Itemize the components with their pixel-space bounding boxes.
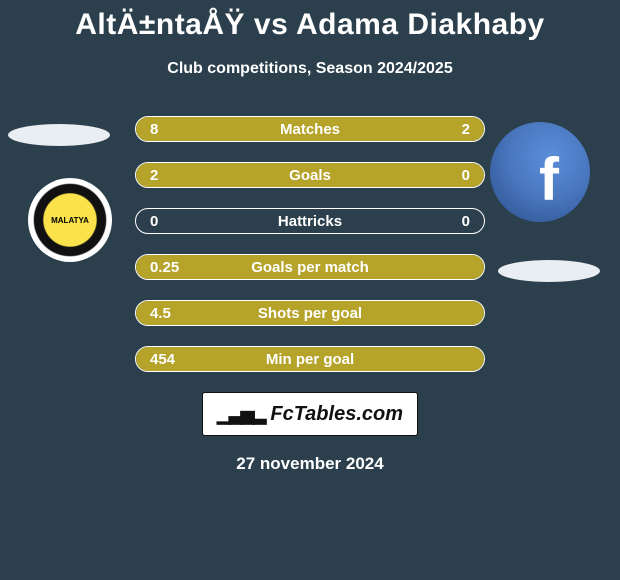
footer-brand-text: FcTables.com (270, 403, 403, 426)
stat-label: Min per goal (136, 347, 484, 371)
stat-label: Goals (136, 163, 484, 187)
stat-row-goals: 2Goals0 (135, 162, 485, 188)
footer-brand[interactable]: ▁▃▅▂ FcTables.com (202, 392, 418, 436)
stat-row-shots-per-goal: 4.5Shots per goal (135, 300, 485, 326)
stat-value-right: 2 (462, 117, 470, 141)
stat-value-right: 0 (462, 209, 470, 233)
stat-row-matches: 8Matches2 (135, 116, 485, 142)
stat-label: Shots per goal (136, 301, 484, 325)
stat-row-hattricks: 0Hattricks0 (135, 208, 485, 234)
subtitle: Club competitions, Season 2024/2025 (0, 60, 620, 78)
stat-value-right: 0 (462, 163, 470, 187)
stat-row-min-per-goal: 454Min per goal (135, 346, 485, 372)
stat-label: Matches (136, 117, 484, 141)
date-text: 27 november 2024 (0, 454, 620, 474)
club-left-badge: MALATYA (28, 178, 112, 262)
footer-chart-icon: ▁▃▅▂ (217, 404, 264, 425)
facebook-badge[interactable]: f (490, 122, 590, 222)
comparison-bars: 8Matches22Goals00Hattricks00.25Goals per… (135, 116, 485, 372)
stat-label: Hattricks (136, 209, 484, 233)
player-right-avatar-placeholder (498, 260, 600, 282)
club-left-text: MALATYA (51, 216, 89, 225)
player-left-avatar-placeholder (8, 124, 110, 146)
stat-label: Goals per match (136, 255, 484, 279)
page-title: AltÄ±ntaÅŸ vs Adama Diakhaby (0, 0, 620, 42)
facebook-icon: f (539, 145, 559, 214)
stat-row-goals-per-match: 0.25Goals per match (135, 254, 485, 280)
